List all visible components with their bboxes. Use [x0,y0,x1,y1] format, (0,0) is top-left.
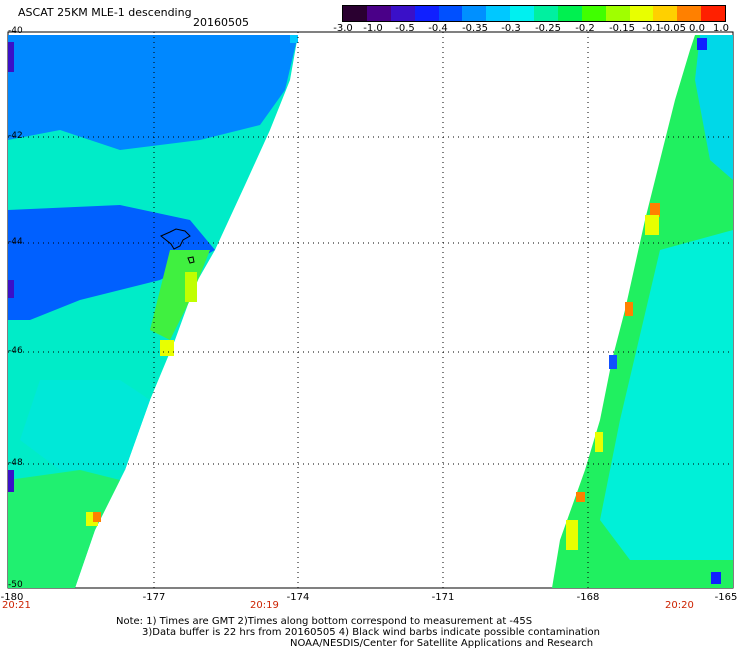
colorbar-swatch [510,6,534,21]
lat-label: -40 [8,26,23,36]
colorbar-swatch [701,6,725,21]
colorbar-swatch [462,6,487,21]
lat-label: -50 [8,580,23,590]
product-date: 20160505 [193,16,249,29]
colorbar-swatch [486,6,511,21]
colorbar-swatch [343,6,367,21]
colorbar-swatch [366,6,391,21]
colorbar-swatch [605,6,630,21]
lat-label: -42 [8,131,23,141]
lon-label: -165 [714,592,738,603]
note-line-3: NOAA/NESDIS/Center for Satellite Applica… [290,638,594,649]
left-swath [8,35,298,588]
time-label: 20:21 [2,600,31,611]
colorbar-swatch [414,6,439,21]
colorbar-swatch [581,6,606,21]
colorbar-swatch [629,6,654,21]
lon-label: -174 [286,592,310,603]
time-label: 20:19 [250,600,279,611]
colorbar-label: 1.0 [713,23,729,34]
colorbar-label: -0.4 [428,23,448,34]
colorbar-label: -1.0 [363,23,383,34]
colorbar-label: -0.1 [642,23,662,34]
colorbar-swatch [390,6,415,21]
colorbar-label: -0.5 [395,23,415,34]
note-line-2: 3)Data buffer is 22 hrs from 20160505 4)… [142,627,600,638]
lon-label: -180 [0,592,24,603]
colorbar-swatch [557,6,582,21]
time-label: 20:20 [665,600,694,611]
colorbar-swatch [438,6,463,21]
colorbar-label: -0.25 [535,23,561,34]
lat-label: -48 [8,458,23,468]
colorbar-label: -0.15 [609,23,635,34]
right-swath [552,35,733,588]
island-outline [160,228,195,264]
map-grid [8,32,733,588]
lat-label: -44 [8,237,23,247]
lon-label: -177 [142,592,166,603]
colorbar-swatch [677,6,702,21]
colorbar-label: -0.05 [660,23,686,34]
colorbar [342,5,726,22]
colorbar-label: -0.3 [501,23,521,34]
colorbar-label: -0.35 [462,23,488,34]
colorbar-swatch [534,6,558,21]
colorbar-swatch [653,6,678,21]
product-title: ASCAT 25KM MLE-1 descending [18,6,192,19]
colorbar-label: -0.2 [575,23,595,34]
lon-label: -171 [431,592,455,603]
lon-label: -168 [576,592,600,603]
colorbar-label: 0.0 [689,23,705,34]
lat-label: -46 [8,346,23,356]
colorbar-label: -3.0 [333,23,353,34]
note-line-1: Note: 1) Times are GMT 2)Times along bot… [116,616,533,627]
wind-map [7,31,734,589]
